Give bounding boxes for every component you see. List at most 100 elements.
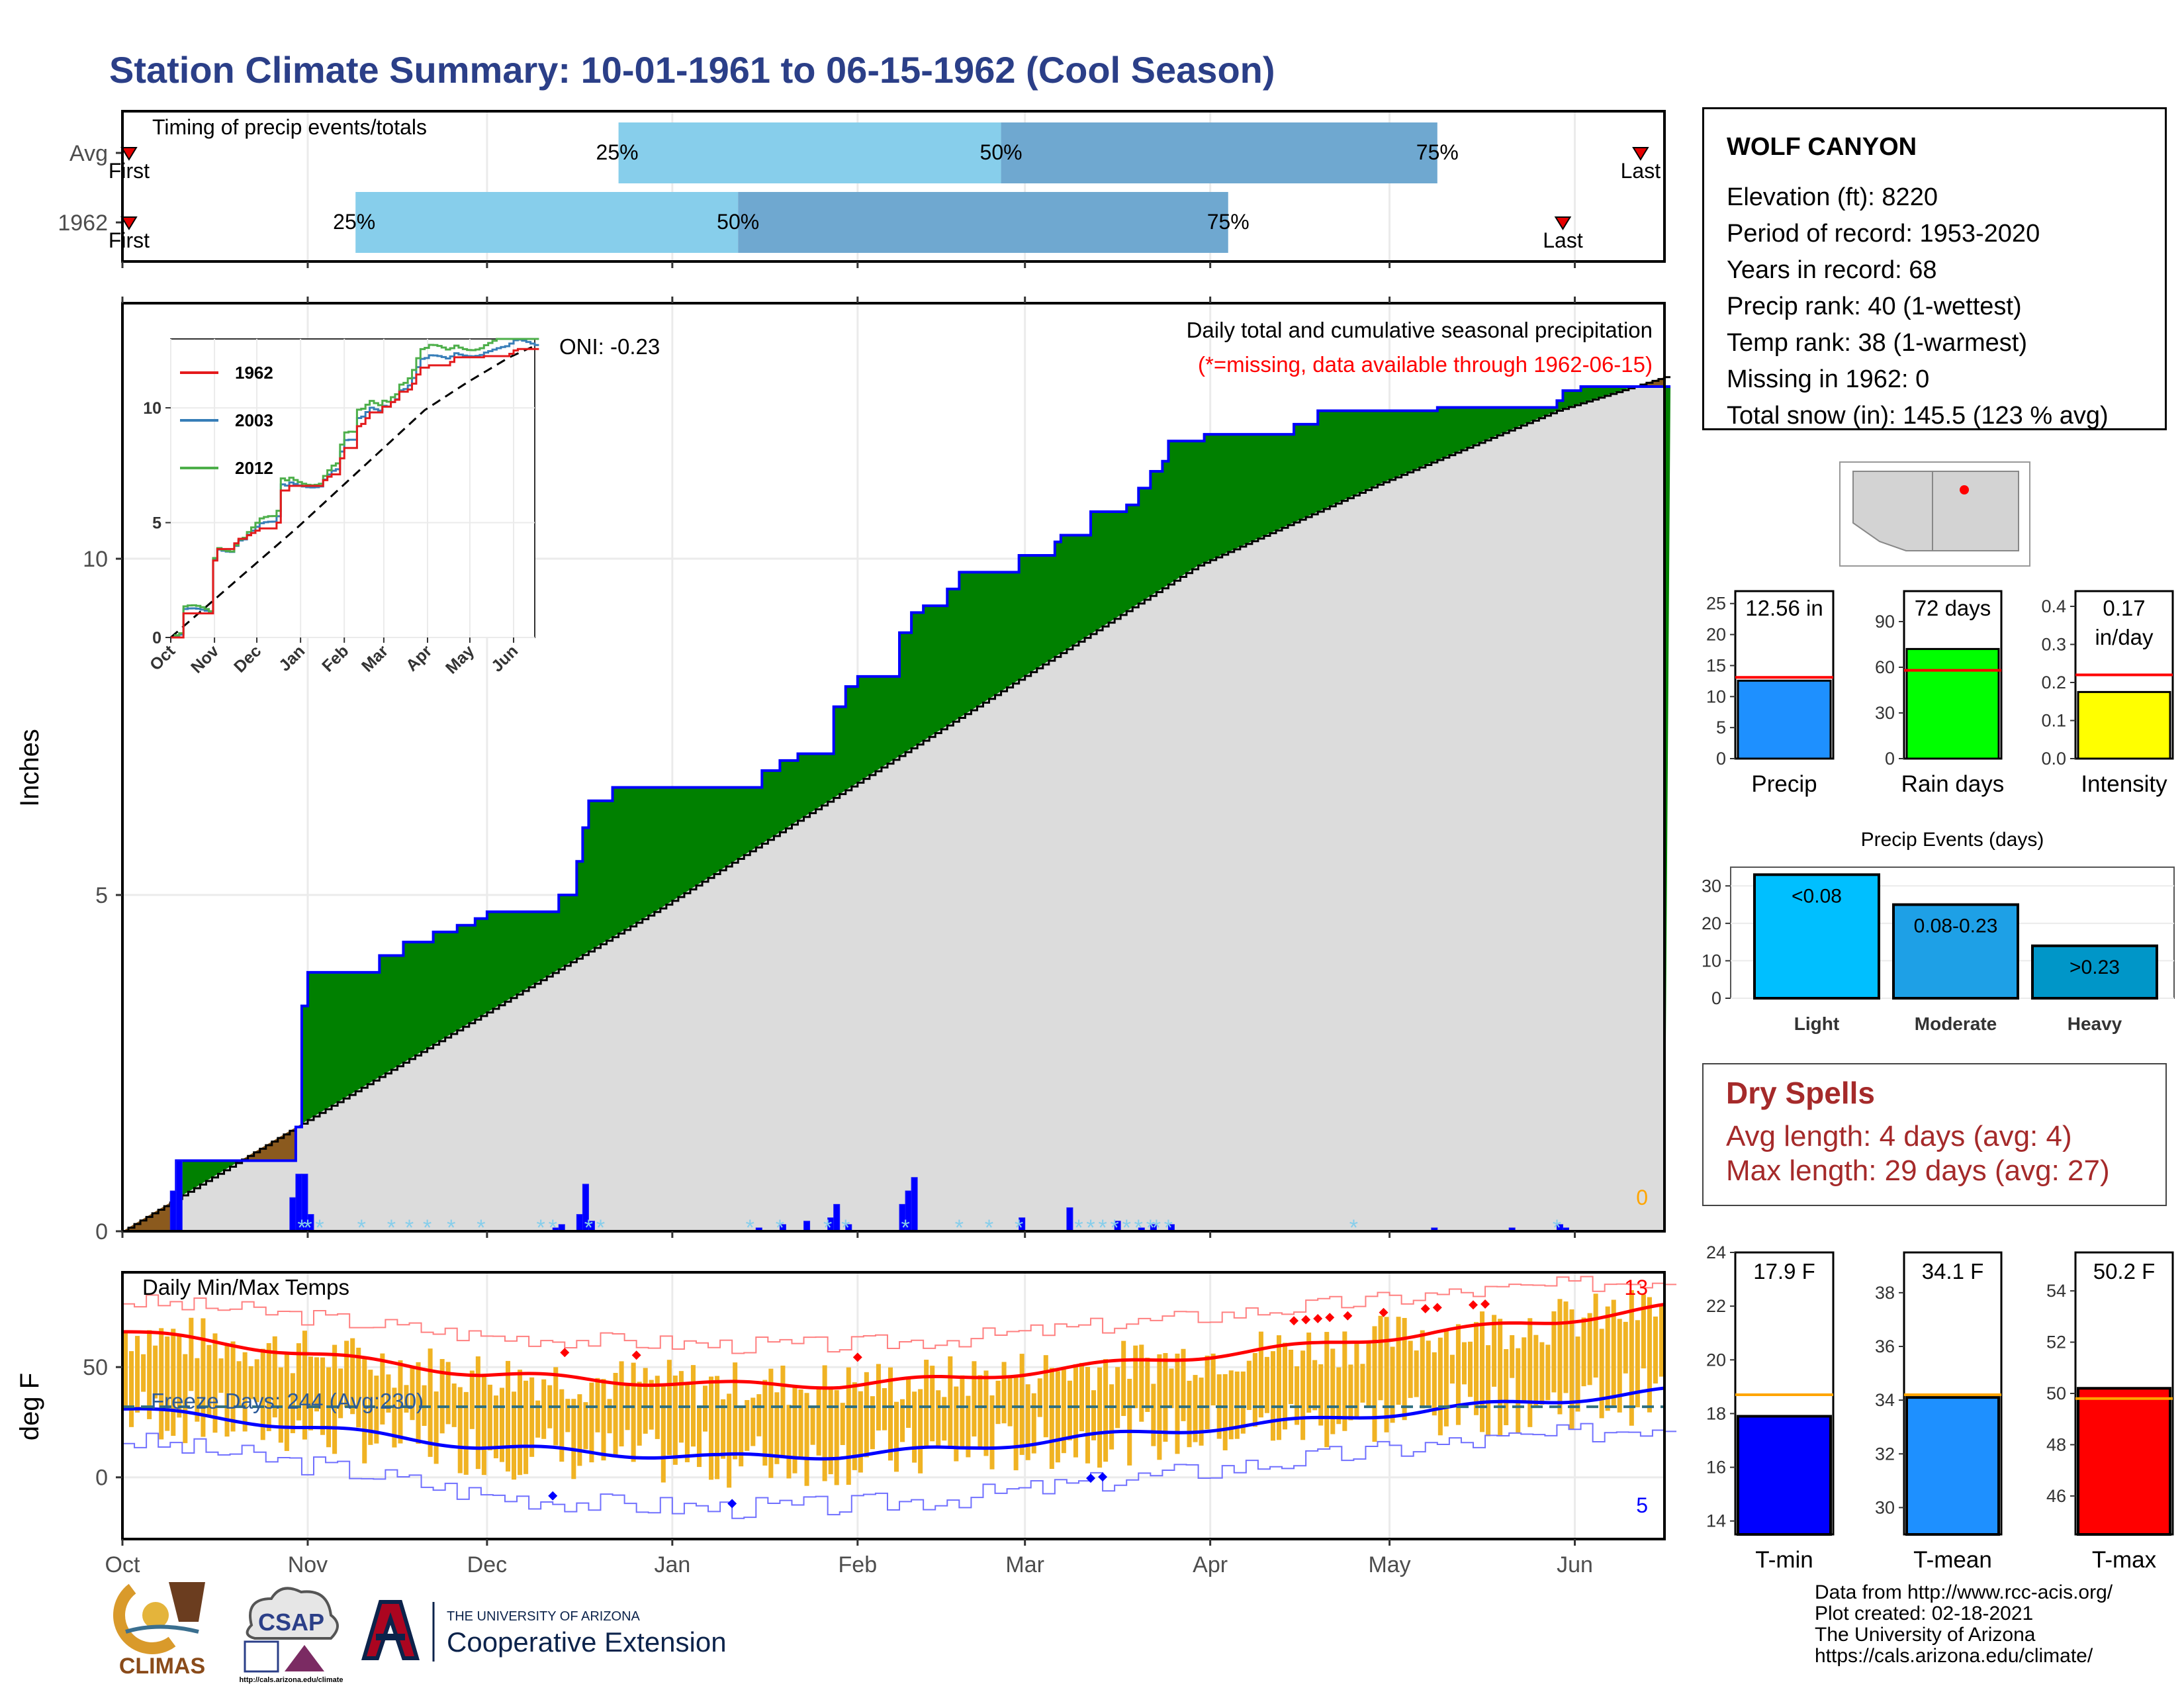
precip-events-ytick-label: 10 <box>1702 951 1721 970</box>
daily-temp-bar <box>882 1387 887 1430</box>
daily-temp-bar <box>1348 1364 1353 1421</box>
daily-temp-bar <box>1467 1341 1473 1397</box>
daily-temp-bar <box>1264 1356 1269 1413</box>
daily-temp-bar <box>655 1376 660 1439</box>
daily-temp-bar <box>786 1405 792 1479</box>
precip-events-ytick-label: 30 <box>1702 876 1721 896</box>
daily-temp-bar <box>649 1380 654 1430</box>
daily-temp-bar <box>684 1383 690 1462</box>
daily-temp-bar <box>392 1387 397 1448</box>
credits-block: Data from http://www.rcc-acis.org/ Plot … <box>1815 1582 2113 1667</box>
daily-temp-bar <box>1121 1340 1126 1417</box>
credit-plot-created: Plot created: 02-18-2021 <box>1815 1603 2034 1624</box>
daily-temp-bar <box>792 1385 797 1474</box>
timing-first-label: First <box>109 228 150 252</box>
daily-temp-bar <box>1013 1376 1019 1471</box>
daily-temp-bar <box>523 1380 529 1474</box>
daily-temp-bar <box>463 1391 469 1475</box>
daily-temp-bar <box>637 1382 642 1446</box>
ua-small-text: THE UNIVERSITY OF ARIZONA <box>447 1609 641 1624</box>
snow-day-marker: * <box>596 1215 605 1241</box>
temp-summary-ytick-label: 24 <box>1706 1243 1726 1262</box>
daily-temp-bar <box>1175 1353 1180 1454</box>
precip-event-bar-text: >0.23 <box>2070 957 2120 978</box>
temp-summary-label: T-max <box>2092 1547 2157 1573</box>
dry-spells-avg: Avg length: 4 days (avg: 4) <box>1726 1120 2072 1152</box>
precip-events-ytick-label: 20 <box>1702 914 1721 933</box>
inset-line-2012 <box>171 338 539 639</box>
daily-temp-bar <box>930 1366 935 1442</box>
precip-average-line <box>122 376 1671 1233</box>
snow-day-marker: * <box>315 1215 324 1241</box>
snow-day-marker: * <box>1086 1215 1095 1241</box>
temp-summary-value-text: 50.2 F <box>2093 1259 2156 1284</box>
daily-temp-bar <box>894 1401 899 1472</box>
temp-summary-ytick-label: 34 <box>1875 1390 1895 1410</box>
daily-temp-bar <box>374 1376 379 1444</box>
snow-day-marker: * <box>584 1215 593 1241</box>
daily-temp-bar <box>165 1336 170 1431</box>
daily-temp-bar <box>942 1397 947 1441</box>
daily-temp-bar <box>1133 1345 1138 1409</box>
temp-summary-value-text: 17.9 F <box>1753 1259 1815 1284</box>
summary-bar-value <box>2077 690 2171 760</box>
summary-bar-ytick-label: 0 <box>1885 749 1895 769</box>
daily-temp-bar <box>1187 1380 1192 1448</box>
daily-temp-bar <box>1474 1322 1479 1415</box>
daily-temp-bar <box>721 1399 726 1459</box>
snow-day-marker: * <box>1553 1215 1561 1241</box>
station-total-snow: Total snow (in): 145.5 (123 % avg) <box>1727 402 2109 430</box>
daily-temp-bar <box>774 1392 780 1464</box>
inset-legend-label: 2003 <box>235 410 273 430</box>
snow-day-marker: * <box>823 1215 832 1241</box>
csap-logo-text: CSAP <box>258 1609 324 1636</box>
locator-map <box>1839 461 2030 567</box>
daily-temp-bar <box>696 1405 702 1468</box>
avg-min-line <box>122 1386 1665 1461</box>
daily-temp-bar <box>512 1391 517 1480</box>
daily-precip-bar <box>169 1190 177 1232</box>
temp-summary-label: T-min <box>1755 1547 1813 1573</box>
precip-event-bar <box>1892 903 2019 1000</box>
daily-temp-bar <box>1312 1360 1318 1411</box>
daily-precip-bar <box>1066 1207 1073 1232</box>
daily-temp-bar <box>852 1382 857 1470</box>
timing-last-label: Last <box>1543 228 1583 252</box>
daily-temp-bar <box>469 1370 475 1429</box>
snow-day-marker: * <box>841 1215 850 1241</box>
daily-temp-bar <box>284 1352 289 1451</box>
record-high-marker <box>1289 1316 1299 1326</box>
temp-summary-ytick-label: 32 <box>1875 1444 1895 1464</box>
daily-temp-bar <box>153 1345 158 1399</box>
daily-temp-bar <box>1563 1301 1569 1393</box>
station-info-box: WOLF CANYON Elevation (ft): 8220 Period … <box>1702 107 2167 430</box>
timing-panel-border <box>121 110 1666 263</box>
daily-temp-bar <box>900 1399 905 1442</box>
daily-temp-bar <box>1234 1371 1240 1439</box>
daily-temp-bar <box>218 1358 224 1393</box>
timing-first-marker <box>120 147 138 161</box>
daily-temp-bar <box>1127 1378 1132 1466</box>
daily-temp-bar <box>195 1358 200 1422</box>
daily-temp-bar <box>1527 1318 1533 1427</box>
daily-temp-bar <box>177 1335 182 1418</box>
daily-temp-bar <box>338 1368 343 1419</box>
daily-temp-bar <box>924 1360 929 1447</box>
record-min-line <box>122 1423 1677 1519</box>
summary-bar-ytick-label: 25 <box>1706 594 1726 614</box>
station-elevation: Elevation (ft): 8220 <box>1727 183 1938 211</box>
daily-precip-bar <box>803 1221 811 1232</box>
precip-events-ytick-label: 0 <box>1711 988 1721 1008</box>
daily-temp-bar <box>912 1391 917 1463</box>
snow-day-marker: * <box>303 1215 312 1241</box>
daily-temp-bar <box>1486 1345 1491 1436</box>
daily-temp-bar <box>619 1361 624 1447</box>
daily-temp-bar <box>159 1328 164 1440</box>
daily-temp-bar <box>1402 1317 1407 1421</box>
daily-temp-bar <box>1295 1366 1300 1425</box>
daily-temp-bar <box>404 1385 409 1413</box>
daily-temp-bar <box>1097 1367 1103 1468</box>
summary-bar-value-text: 72 days <box>1915 596 1991 620</box>
timing-bar-q25-q50 <box>618 122 1001 183</box>
